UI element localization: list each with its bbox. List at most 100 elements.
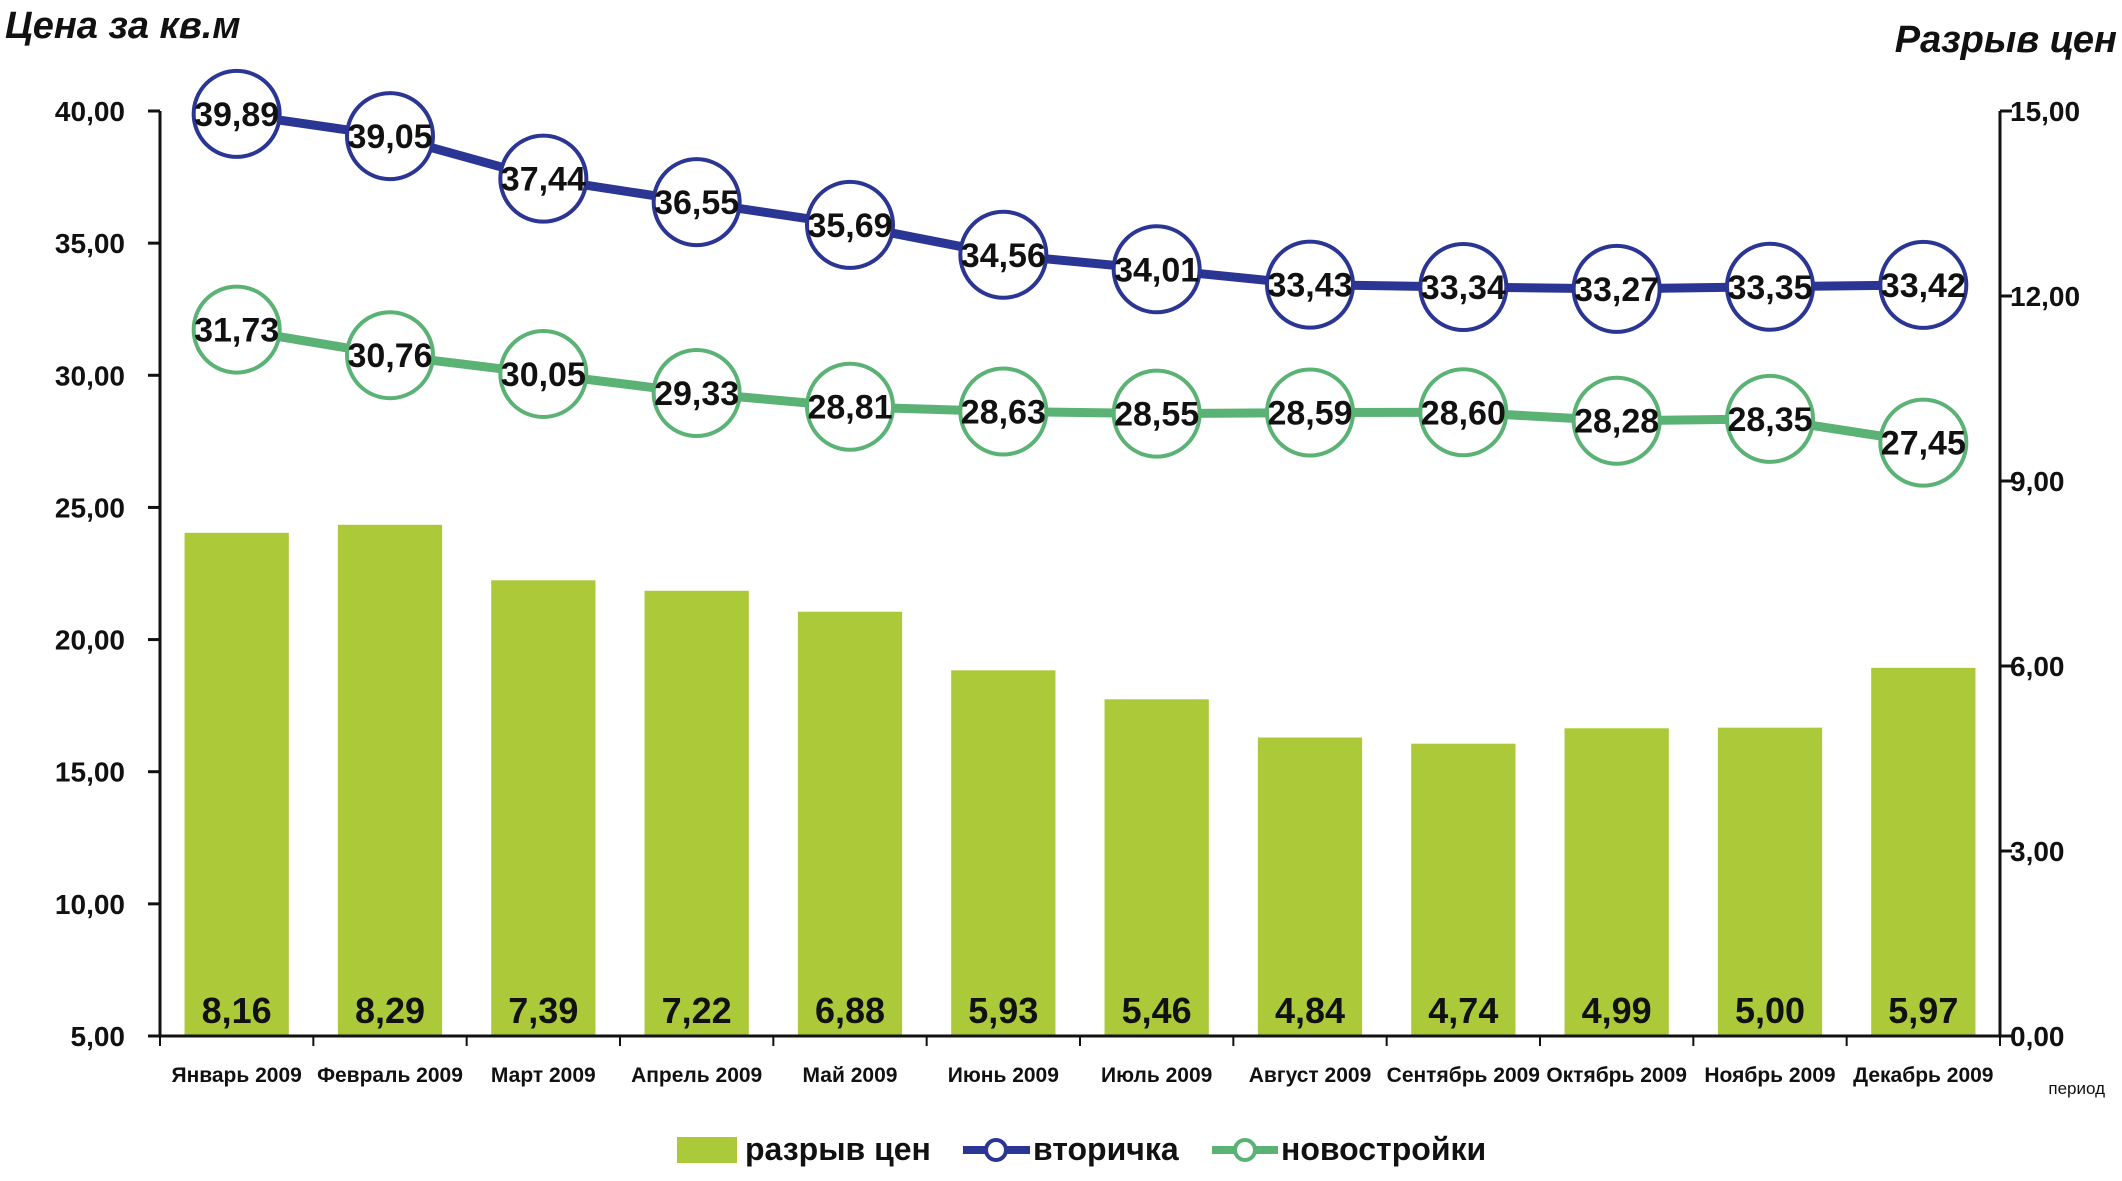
bar-data-label: 5,46 xyxy=(1122,990,1192,1031)
data-point-label: 28,35 xyxy=(1727,401,1812,439)
data-point-marker xyxy=(1571,243,1662,334)
data-point-label: 28,81 xyxy=(807,389,892,427)
data-point-label: 28,59 xyxy=(1267,395,1352,433)
x-axis-note: период xyxy=(2048,1079,2105,1098)
data-point-marker xyxy=(498,133,589,224)
left-tick-label: 15,00 xyxy=(55,757,125,788)
category-label: Сентябрь 2009 xyxy=(1387,1064,1540,1087)
right-tick-label: 9,00 xyxy=(2010,466,2065,497)
left-tick-label: 35,00 xyxy=(55,228,125,259)
category-label: Июль 2009 xyxy=(1101,1064,1212,1087)
axes-layer: 5,00 10,00 15,00 20,00 25,00 30,00 35,00 40,00 0… xyxy=(55,96,2080,1087)
data-point-label: 29,33 xyxy=(654,375,739,413)
category-label: Июнь 2009 xyxy=(948,1064,1059,1087)
category-label: Февраль 2009 xyxy=(317,1064,463,1087)
bar xyxy=(1257,737,1363,1036)
bar xyxy=(1104,699,1209,1036)
data-point-label: 39,05 xyxy=(347,118,432,156)
bar-data-label: 7,22 xyxy=(662,990,732,1031)
right-tick-label: 15,00 xyxy=(2010,96,2080,127)
data-point-label: 30,76 xyxy=(347,337,432,375)
data-point-marker xyxy=(345,91,435,182)
category-label: Декабрь 2009 xyxy=(1853,1064,1993,1087)
bar-data-label: 8,29 xyxy=(355,990,425,1031)
data-point-marker xyxy=(191,68,282,159)
data-point-marker xyxy=(1571,375,1662,466)
left-tick-label: 10,00 xyxy=(55,889,125,920)
bar-data-label: 5,97 xyxy=(1888,990,1958,1031)
lines-layer: 39,89 39,05 37,44 36,55 35,69 34,56 34,01 33,43… xyxy=(191,68,1969,488)
data-point-label: 34,01 xyxy=(1114,251,1199,289)
bar xyxy=(951,670,1056,1036)
legend-marker-novostroyki xyxy=(1233,1138,1257,1162)
category-label: Октябрь 2009 xyxy=(1546,1064,1687,1087)
data-point-marker xyxy=(1725,241,1815,332)
bar xyxy=(1564,728,1669,1036)
bar xyxy=(1871,667,1976,1036)
data-point-marker xyxy=(345,310,435,401)
legend-marker-vtorichka xyxy=(984,1138,1008,1162)
left-tick-label: 40,00 xyxy=(55,96,125,127)
data-point-label: 33,35 xyxy=(1727,269,1812,307)
data-point-label: 28,63 xyxy=(961,393,1046,431)
right-tick-label: 3,00 xyxy=(2010,836,2065,867)
legend-swatch-bars xyxy=(677,1137,737,1163)
data-point-marker xyxy=(651,347,742,438)
bar xyxy=(797,611,903,1036)
bar-data-label: 8,16 xyxy=(202,990,272,1031)
bar xyxy=(184,532,289,1036)
right-tick-label: 0,00 xyxy=(2010,1021,2065,1052)
data-point-label: 28,60 xyxy=(1421,394,1506,432)
legend-label-bars: разрыв цен xyxy=(745,1131,931,1167)
data-point-marker xyxy=(1265,239,1355,330)
data-point-label: 33,34 xyxy=(1421,269,1506,307)
right-tick-label: 12,00 xyxy=(2010,281,2080,312)
bar-data-label: 4,99 xyxy=(1582,990,1652,1031)
left-tick-label: 30,00 xyxy=(55,360,125,391)
data-point-marker xyxy=(651,157,742,248)
data-point-marker xyxy=(498,328,589,419)
data-point-marker xyxy=(805,361,895,452)
data-point-marker xyxy=(1878,239,1969,330)
bar-data-label: 5,93 xyxy=(968,990,1038,1031)
data-point-marker xyxy=(1878,397,1969,488)
legend: разрыв цен вторичка новостройки xyxy=(677,1131,1486,1167)
data-point-marker xyxy=(1265,367,1355,458)
bar xyxy=(644,590,749,1036)
legend-label-novostroyki: новостройки xyxy=(1281,1131,1486,1167)
data-point-marker xyxy=(1418,367,1509,458)
bar-data-label: 4,74 xyxy=(1428,990,1498,1031)
data-point-marker xyxy=(1111,224,1202,315)
data-point-label: 34,56 xyxy=(961,237,1046,275)
data-point-label: 33,42 xyxy=(1881,267,1966,305)
data-point-label: 27,45 xyxy=(1881,425,1966,463)
data-point-label: 37,44 xyxy=(501,161,586,199)
right-tick-label: 6,00 xyxy=(2010,651,2065,682)
left-axis-title: Цена за кв.м xyxy=(5,5,240,47)
legend-label-vtorichka: вторичка xyxy=(1033,1131,1179,1167)
category-label: Август 2009 xyxy=(1249,1064,1372,1087)
bar-data-label: 5,00 xyxy=(1735,990,1805,1031)
data-point-marker xyxy=(805,179,895,270)
data-point-label: 39,89 xyxy=(194,96,279,134)
series-line-vtorichka xyxy=(232,109,1928,294)
data-point-marker xyxy=(958,366,1049,457)
category-label: Май 2009 xyxy=(803,1064,898,1087)
category-label: Январь 2009 xyxy=(171,1064,301,1087)
left-tick-label: 25,00 xyxy=(55,492,125,523)
data-point-label: 28,28 xyxy=(1574,403,1659,441)
bar-data-label: 6,88 xyxy=(815,990,885,1031)
bar xyxy=(1717,727,1823,1036)
category-label: Март 2009 xyxy=(491,1064,596,1087)
data-point-marker xyxy=(191,284,282,375)
data-point-label: 31,73 xyxy=(194,312,279,350)
bar xyxy=(1411,743,1516,1036)
bar xyxy=(491,580,596,1036)
data-point-label: 30,05 xyxy=(501,356,586,394)
left-tick-label: 5,00 xyxy=(71,1021,126,1052)
data-point-marker xyxy=(1418,242,1509,333)
data-point-marker xyxy=(1725,373,1815,464)
bar xyxy=(337,524,443,1036)
bar-data-label: 7,39 xyxy=(508,990,578,1031)
